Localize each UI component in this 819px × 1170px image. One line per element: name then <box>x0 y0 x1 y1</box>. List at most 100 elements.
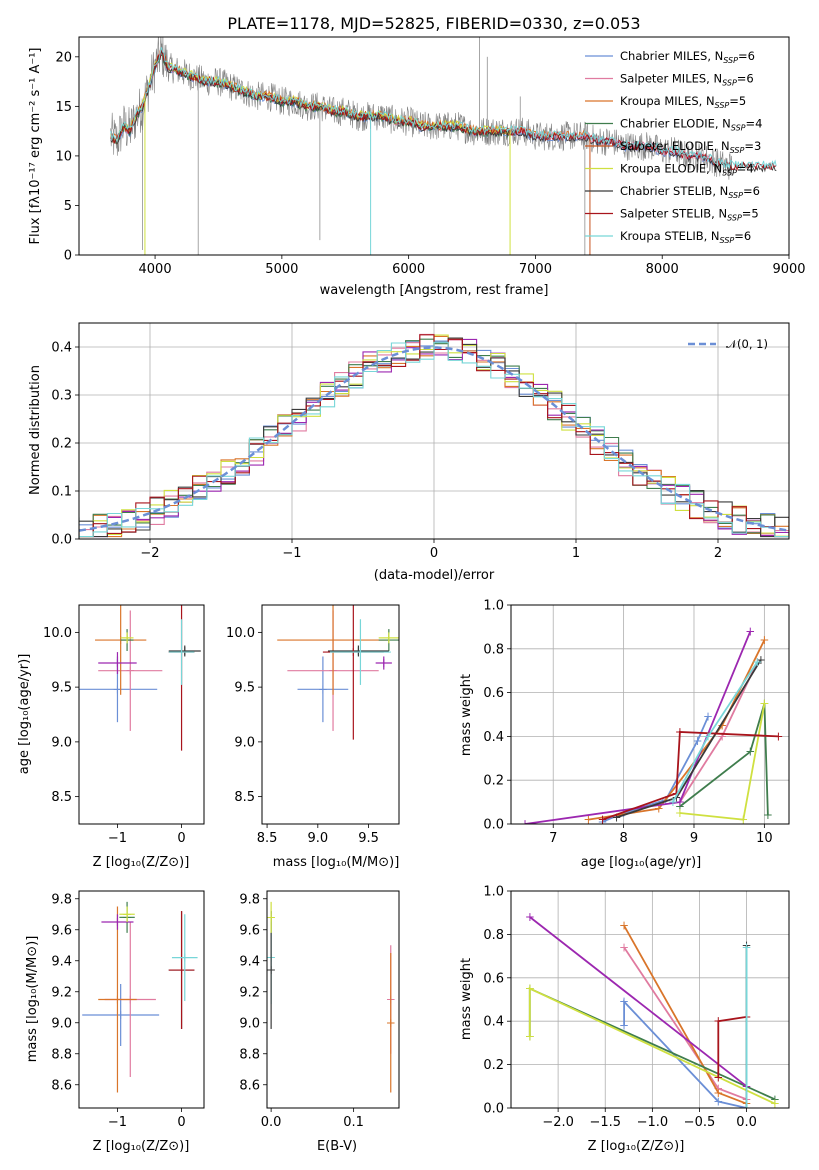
y-tick-label: 8.5 <box>234 790 255 805</box>
y-tick-label: 8.8 <box>239 1047 260 1062</box>
mass-vs-EBV-panel: +++++ 0.0 0.18.68.89.09.29.49.69.8 E(B-V) <box>239 890 400 1154</box>
x-tick-label: 7 <box>549 831 557 846</box>
series-point-marker: + <box>763 808 773 822</box>
massweight-vs-age-xlabel: age [log₁₀(age/yr)] <box>581 855 702 870</box>
point-marker: + <box>122 631 132 645</box>
y-tick-label: 1.0 <box>483 599 504 614</box>
x-tick-label: 4000 <box>139 262 172 277</box>
spectrum-panel: PLATE=1178, MJD=52825, FIBERID=0330, z=0… <box>28 14 806 298</box>
series-point-marker: + <box>742 940 752 954</box>
point-marker: + <box>266 910 276 924</box>
legend-label: Chabrier MILES, NSSP=6 <box>620 49 755 65</box>
y-tick-label: 0.6 <box>483 971 504 986</box>
y-tick-label: 9.2 <box>51 985 72 1000</box>
y-tick-label: 0.2 <box>483 774 504 789</box>
series-point-marker: + <box>668 795 678 809</box>
massweight-vs-Z-panel: +++ +++++++++++++++++++ +++ −2.0 −1.5 −1.0 −0… <box>459 885 790 1154</box>
massweight-vs-age-axes-frame <box>510 604 790 825</box>
y-tick-label: 9.6 <box>239 923 260 938</box>
y-tick-label: 0 <box>64 249 72 264</box>
spectrum-axes-frame <box>78 36 790 256</box>
point-marker: + <box>266 963 276 977</box>
y-tick-label: 9.0 <box>239 1016 260 1031</box>
series-point-marker: + <box>770 1097 780 1111</box>
mass-vs-Z-ylabel: mass [log₁₀(M/M⊙)] <box>25 936 40 1063</box>
residuals-panel: −2 −1 0 1 2 0.0 0.1 0.2 0.3 0.4 (data-model)/erro… <box>28 322 790 583</box>
mass-weight-series-3 <box>679 703 769 816</box>
series-point-marker: + <box>675 799 685 813</box>
mass-weight-series-2 <box>623 925 747 1105</box>
age-vs-mass-axes-frame <box>261 604 400 825</box>
mass-weight-series-7 <box>717 1016 747 1078</box>
series-point-marker: + <box>654 802 664 816</box>
y-tick-label: 0.3 <box>51 389 72 404</box>
x-tick-label: 1 <box>572 546 580 561</box>
massweight-vs-age-ylabel: mass weight <box>459 674 474 756</box>
y-tick-label: 0.8 <box>483 642 504 657</box>
point-marker: + <box>180 644 190 658</box>
massweight-vs-Z-ylabel: mass weight <box>459 958 474 1040</box>
x-tick-label: 7000 <box>519 262 552 277</box>
age-vs-Z-ylabel: age [log₁₀(age/yr)] <box>17 654 32 775</box>
series-point-marker: + <box>525 1029 535 1043</box>
mass-vs-Z-xlabel: Z [log₁₀(Z/Z⊙)] <box>93 1139 190 1154</box>
x-tick-label: 0.0 <box>736 1115 757 1130</box>
y-tick-label: 1.0 <box>483 885 504 900</box>
legend-label: Kroupa STELIB, NSSP=6 <box>620 229 751 245</box>
series-point-marker: + <box>520 817 530 831</box>
series-point-marker: + <box>770 1092 780 1106</box>
y-tick-label: 0.2 <box>51 437 72 452</box>
gauss-legend-label: 𝒩(0, 1) <box>726 337 768 351</box>
massweight-vs-Z-xlabel: Z [log₁₀(Z/Z⊙)] <box>588 1139 685 1154</box>
legend-label: Salpeter STELIB, NSSP=5 <box>620 207 759 223</box>
legend-label: Chabrier ELODIE, NSSP=4 <box>620 117 762 133</box>
series-point-marker: + <box>619 1019 629 1033</box>
series-point-marker: + <box>752 655 762 669</box>
series-point-marker: + <box>612 810 622 824</box>
y-tick-label: 15 <box>55 100 72 115</box>
y-tick-label: 8.5 <box>51 790 72 805</box>
y-tick-label: 8.8 <box>51 1047 72 1062</box>
series-point-marker: + <box>713 1014 723 1028</box>
series-point-marker: + <box>756 653 766 667</box>
x-tick-label: 9.5 <box>358 831 379 846</box>
mass-weight-series-1 <box>679 661 759 803</box>
x-tick-label: 5000 <box>265 262 298 277</box>
series-point-marker: + <box>759 697 769 711</box>
y-tick-label: 9.0 <box>51 735 72 750</box>
series-point-marker: + <box>713 1071 723 1085</box>
residual-histogram-8 <box>79 341 789 538</box>
legend-label: Chabrier STELIB, NSSP=6 <box>620 184 760 200</box>
x-tick-label: −1.5 <box>589 1115 621 1130</box>
x-tick-label: 8 <box>619 831 627 846</box>
series-point-marker: + <box>759 633 769 647</box>
point-marker: + <box>379 656 389 670</box>
massweight-vs-Z-axes-frame <box>510 890 790 1109</box>
residuals-legend: 𝒩(0, 1) <box>688 337 768 351</box>
series-point-marker: + <box>717 718 727 732</box>
residuals-ylabel: Normed distribution <box>28 365 43 495</box>
point-marker: + <box>355 645 365 659</box>
series-point-marker: + <box>713 1081 723 1095</box>
series-point-marker: + <box>525 982 535 996</box>
y-tick-label: 9.0 <box>234 735 255 750</box>
mass-weight-series-8 <box>672 661 759 803</box>
model-line-8 <box>110 47 777 170</box>
x-tick-label: 0 <box>177 831 185 846</box>
legend-label: Kroupa ELODIE, NSSP=4 <box>620 162 754 178</box>
y-tick-label: 10.0 <box>43 626 72 641</box>
x-tick-label: −2 <box>140 546 159 561</box>
series-point-marker: + <box>619 940 629 954</box>
series-point-marker: + <box>745 745 755 759</box>
series-point-marker: + <box>773 729 783 743</box>
series-point-marker: + <box>619 919 629 933</box>
mass-weight-series-5 <box>528 987 776 1105</box>
x-tick-label: −1 <box>282 546 301 561</box>
point-marker: + <box>328 633 338 647</box>
x-tick-label: −1 <box>108 831 127 846</box>
y-tick-label: 9.0 <box>51 1016 72 1031</box>
legend-label: Salpeter ELODIE, NSSP=3 <box>620 139 761 155</box>
series-point-marker: + <box>717 729 727 743</box>
series-point-marker: + <box>742 1101 752 1115</box>
y-tick-label: 9.4 <box>239 954 260 969</box>
